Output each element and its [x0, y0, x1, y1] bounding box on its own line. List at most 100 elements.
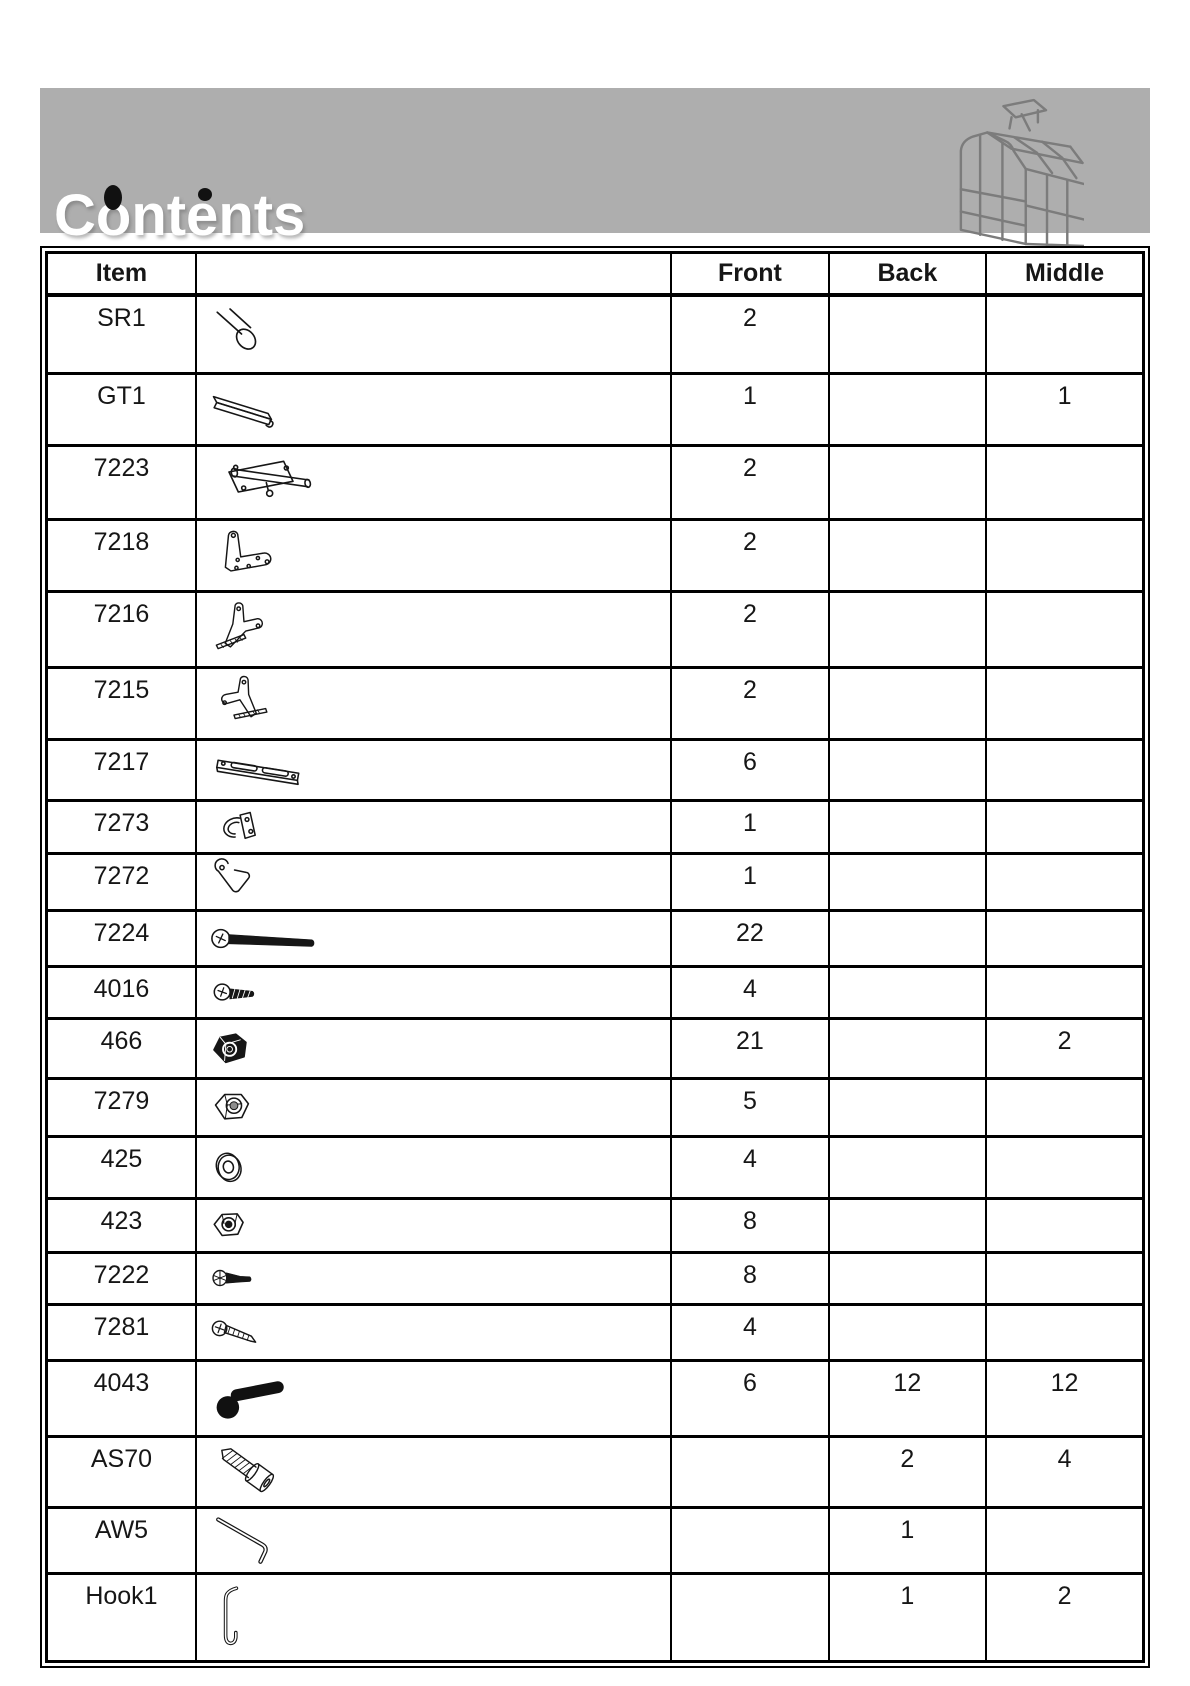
item-code: GT1 — [45, 371, 197, 447]
hinge-bracket-icon — [207, 673, 295, 733]
table-row: Hook1 1 2 — [45, 1571, 1145, 1663]
qty-middle: 1 — [985, 371, 1145, 447]
part-image-cell — [194, 1196, 673, 1254]
qty-back — [827, 371, 988, 447]
qty-front: 4 — [670, 964, 830, 1020]
allen-key-icon — [207, 1514, 287, 1566]
part-image-cell — [194, 517, 673, 593]
col-header-back: Back — [827, 251, 988, 297]
part-image-cell — [194, 1076, 673, 1138]
item-code: 7216 — [45, 589, 197, 669]
table-row: 4016 4 — [45, 964, 1145, 1020]
qty-back — [827, 908, 988, 968]
table-row: 7218 2 — [45, 517, 1145, 593]
qty-front: 2 — [670, 589, 830, 669]
qty-front: 1 — [670, 851, 830, 912]
qty-front: 4 — [670, 1302, 830, 1362]
table-row: 7272 1 — [45, 851, 1145, 912]
qty-middle — [985, 517, 1145, 593]
item-code: 466 — [45, 1016, 197, 1080]
qty-front — [670, 1434, 830, 1509]
table-row: 7281 4 — [45, 1302, 1145, 1362]
qty-middle — [985, 589, 1145, 669]
qty-front: 1 — [670, 798, 830, 855]
table-row: 7279 5 — [45, 1076, 1145, 1138]
item-code: 7215 — [45, 665, 197, 741]
qty-front: 8 — [670, 1196, 830, 1254]
item-code: 425 — [45, 1134, 197, 1200]
item-code: AW5 — [45, 1505, 197, 1575]
header-banner: Contents — [40, 88, 1150, 246]
table-row: SR1 2 — [45, 293, 1145, 375]
self-tapping-screw-icon — [207, 1315, 273, 1349]
table-row: 7222 8 — [45, 1250, 1145, 1306]
qty-front: 2 — [670, 517, 830, 593]
part-image-cell — [194, 293, 673, 375]
part-image-cell — [194, 1134, 673, 1200]
qty-front: 21 — [670, 1016, 830, 1080]
pan-screw-icon — [207, 976, 283, 1008]
col-header-image — [194, 251, 673, 297]
qty-back — [827, 737, 988, 802]
qty-back: 1 — [827, 1571, 988, 1663]
item-code: 7273 — [45, 798, 197, 855]
page-title: Contents — [54, 183, 306, 248]
item-code: 7223 — [45, 443, 197, 521]
item-code: 7218 — [45, 517, 197, 593]
qty-back — [827, 798, 988, 855]
table-row: 425 4 — [45, 1134, 1145, 1200]
slotted-strip-icon — [207, 744, 315, 796]
item-code: 7279 — [45, 1076, 197, 1138]
tube-icon — [207, 308, 271, 360]
col-header-middle: Middle — [985, 251, 1145, 297]
qty-back — [827, 851, 988, 912]
qty-middle: 2 — [985, 1016, 1145, 1080]
part-image-cell — [194, 1250, 673, 1306]
table-row: 7224 22 — [45, 908, 1145, 968]
table-row: GT1 1 1 — [45, 371, 1145, 447]
qty-middle — [985, 443, 1145, 521]
part-image-cell — [194, 1505, 673, 1575]
col-header-front: Front — [670, 251, 830, 297]
part-image-cell — [194, 737, 673, 802]
part-image-cell — [194, 1016, 673, 1080]
part-image-cell — [194, 798, 673, 855]
item-code: Hook1 — [45, 1571, 197, 1663]
qty-middle — [985, 1505, 1145, 1575]
washer-icon — [207, 1146, 251, 1188]
letter-counter-dot — [198, 188, 212, 201]
part-image-cell — [194, 589, 673, 669]
item-code: 423 — [45, 1196, 197, 1254]
qty-back — [827, 443, 988, 521]
item-code: 4016 — [45, 964, 197, 1020]
socket-screw-icon — [207, 1441, 291, 1503]
qty-middle: 4 — [985, 1434, 1145, 1509]
part-image-cell — [194, 1358, 673, 1438]
table-row: 423 8 — [45, 1196, 1145, 1254]
item-code: SR1 — [45, 293, 197, 375]
letter-counter-dot — [104, 185, 122, 210]
qty-front: 2 — [670, 293, 830, 375]
qty-middle — [985, 908, 1145, 968]
long-bolt-icon — [207, 922, 325, 955]
corner-bracket-icon — [207, 527, 299, 583]
qty-back: 2 — [827, 1434, 988, 1509]
item-code: 7222 — [45, 1250, 197, 1306]
part-image-cell — [194, 1302, 673, 1362]
qty-back — [827, 517, 988, 593]
item-code: AS70 — [45, 1434, 197, 1509]
qty-front: 6 — [670, 737, 830, 802]
item-code: 7217 — [45, 737, 197, 802]
stay-bracket-icon — [207, 599, 295, 659]
table-row: 7216 2 — [45, 589, 1145, 669]
qty-front: 2 — [670, 443, 830, 521]
qty-middle — [985, 1302, 1145, 1362]
qty-front: 22 — [670, 908, 830, 968]
part-image-cell — [194, 665, 673, 741]
qty-front: 8 — [670, 1250, 830, 1306]
qty-back — [827, 1196, 988, 1254]
qty-middle — [985, 798, 1145, 855]
item-code: 7224 — [45, 908, 197, 968]
coach-bolt-icon — [207, 1373, 295, 1423]
table-row: 466 21 2 — [45, 1016, 1145, 1080]
